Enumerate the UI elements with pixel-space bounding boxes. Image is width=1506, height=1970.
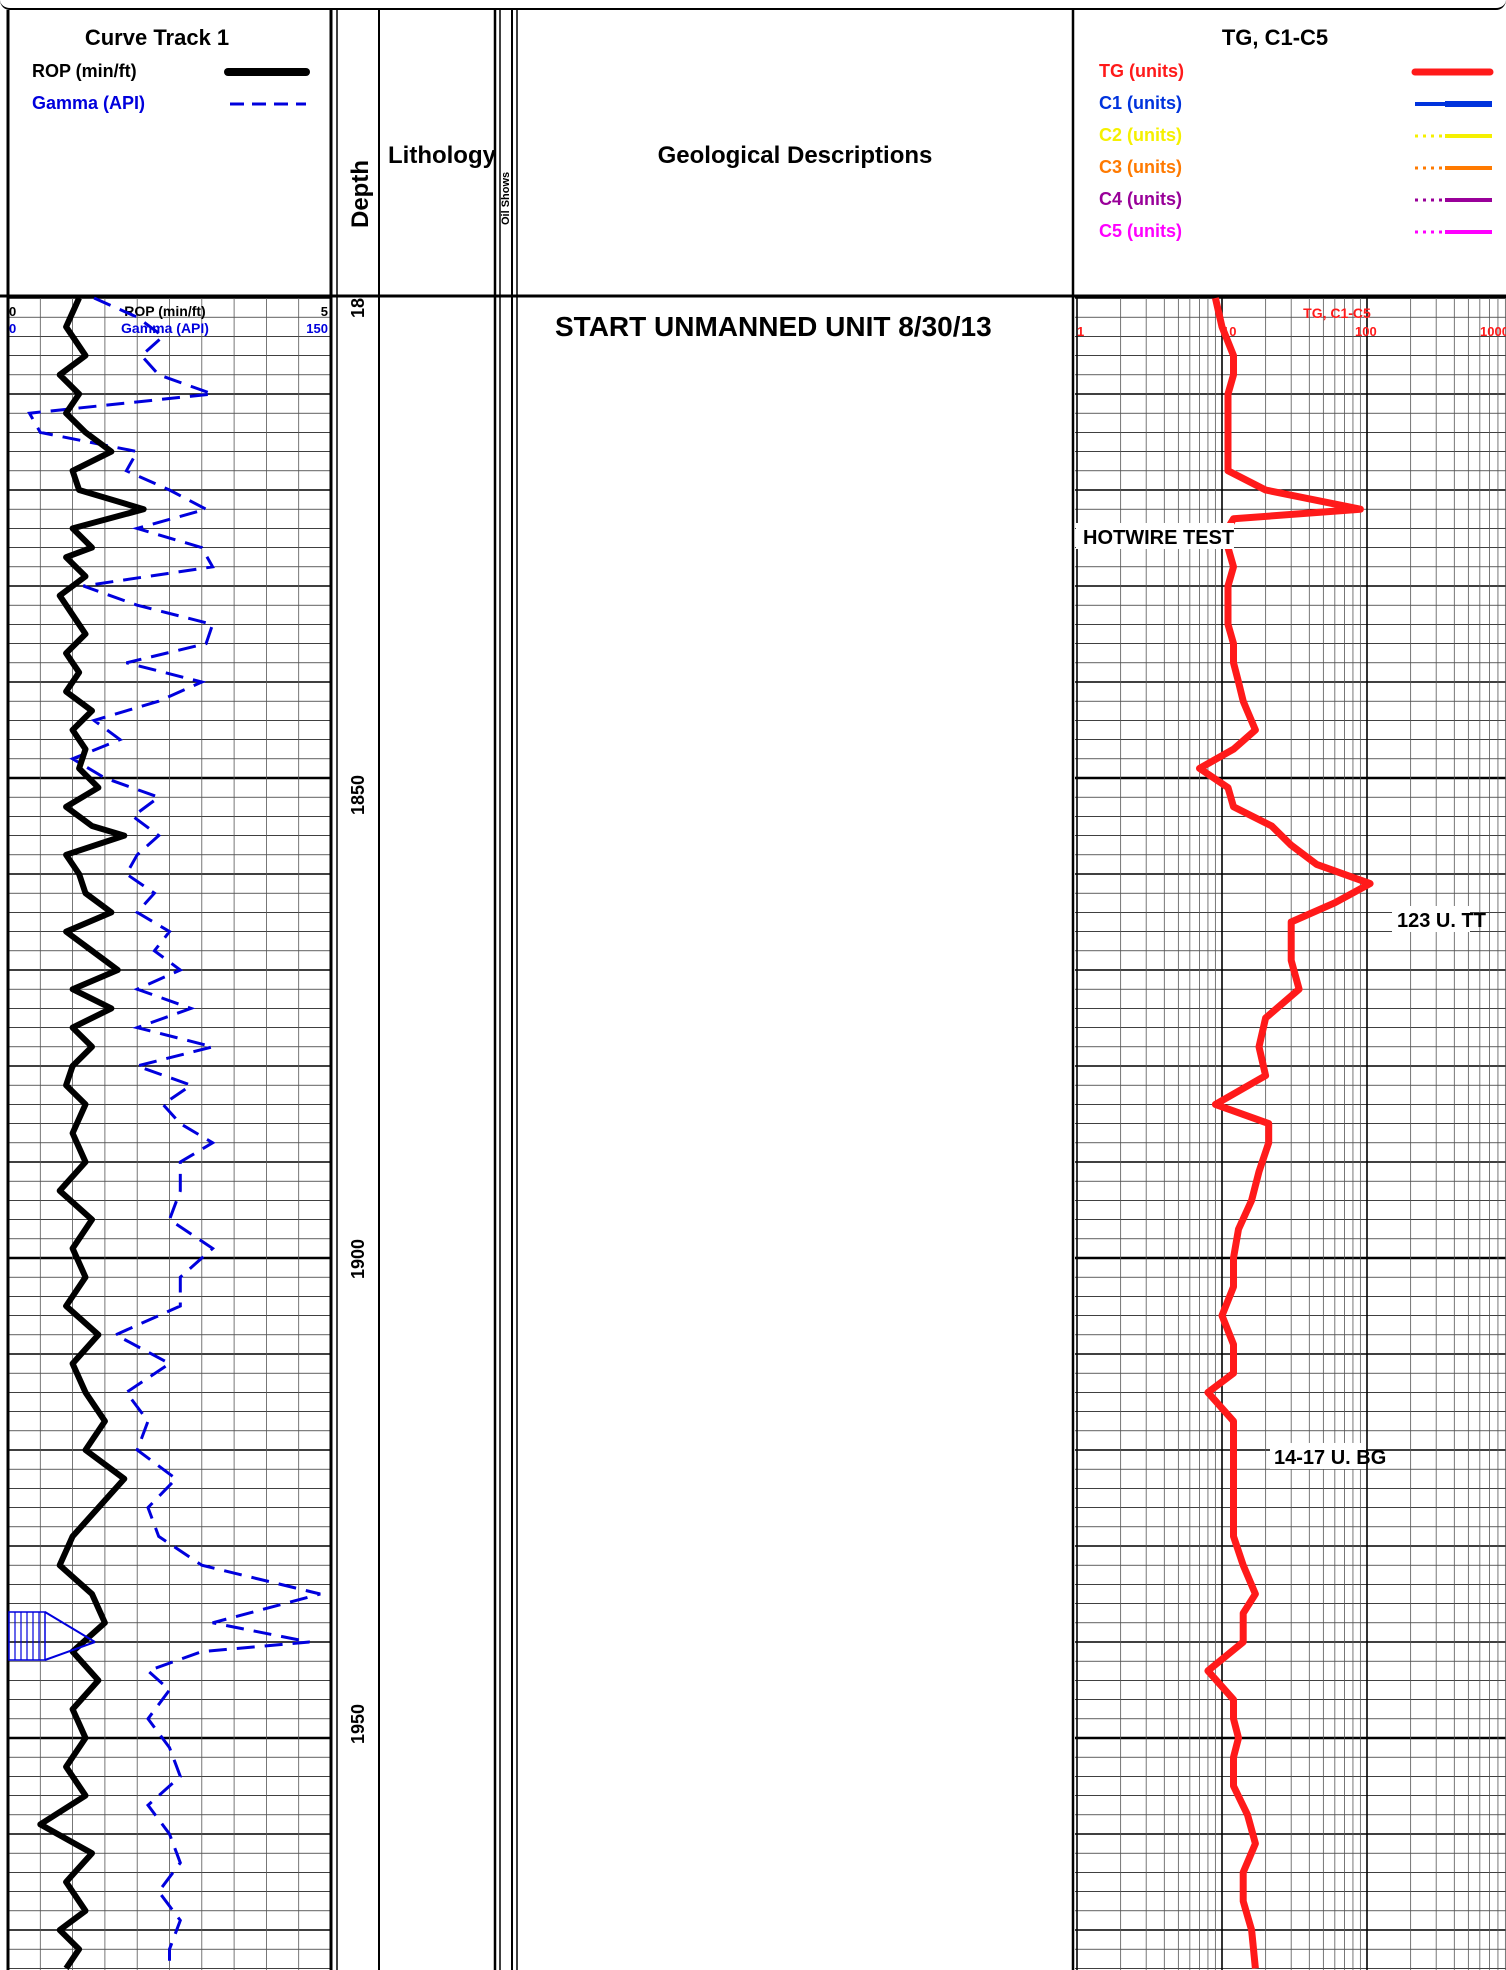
depth-tick-top: 18 <box>348 298 368 318</box>
geo-description-text: START UNMANNED UNIT 8/30/13 <box>555 311 992 342</box>
gas-legend-label: C1 (units) <box>1099 93 1182 113</box>
gas-legend-label: C2 (units) <box>1099 125 1182 145</box>
gas-legend-label: C5 (units) <box>1099 221 1182 241</box>
gas-scale-min: 1 <box>1077 324 1084 339</box>
bg-label-bg <box>1270 1443 1366 1469</box>
gas-scale-max: 1000 <box>1480 324 1506 339</box>
gas-legend-label: TG (units) <box>1099 61 1184 81</box>
rop-legend-label: ROP (min/ft) <box>32 61 137 81</box>
rop-curve <box>37 296 147 1970</box>
rop-scale-min: 0 <box>9 304 16 319</box>
background-annotation: 14-17 U. BG <box>1274 1447 1386 1469</box>
curve-track-title: Curve Track 1 <box>85 25 229 50</box>
gamma-legend-label: Gamma (API) <box>32 93 145 113</box>
depth-tick-1900: 1900 <box>348 1239 368 1279</box>
gas-legend-label: C3 (units) <box>1099 157 1182 177</box>
peak-annotation: 123 U. TT <box>1397 910 1486 932</box>
top-frame-edge <box>0 0 1506 10</box>
gamma-scale-label: Gamma (API) <box>121 320 209 336</box>
depth-tick-1950: 1950 <box>348 1704 368 1744</box>
gamma-scale-max: 150 <box>306 321 328 336</box>
gamma-curve <box>27 296 321 1969</box>
depth-column-label: Depth <box>347 160 374 228</box>
hatched-box <box>8 1611 96 1661</box>
depth-tick-1850: 1850 <box>348 775 368 815</box>
rop-scale-max: 5 <box>321 304 328 319</box>
oil-shows-column-label: Oil Shows <box>500 172 512 225</box>
gas-legend-label: C4 (units) <box>1099 189 1182 209</box>
gas-scale-label: TG, C1-C5 <box>1303 305 1371 321</box>
gamma-scale-min: 0 <box>9 321 16 336</box>
rop-scale-label: ROP (min/ft) <box>124 303 205 319</box>
geological-descriptions-label: Geological Descriptions <box>658 142 933 169</box>
gas-track-title: TG, C1-C5 <box>1222 25 1328 50</box>
grid-layer <box>8 297 1506 1970</box>
hotwire-annotation: HOTWIRE TEST <box>1083 527 1234 549</box>
hotwire-label-bg <box>1076 523 1234 549</box>
gas-scale-100: 100 <box>1355 324 1377 339</box>
peak-label-bg <box>1392 906 1470 932</box>
frame-layer <box>0 10 1506 1970</box>
gas-legend: TG (units) C1 (units) C2 (units) C3 (units)… <box>1099 61 1494 241</box>
lithology-column-label: Lithology <box>388 142 497 169</box>
